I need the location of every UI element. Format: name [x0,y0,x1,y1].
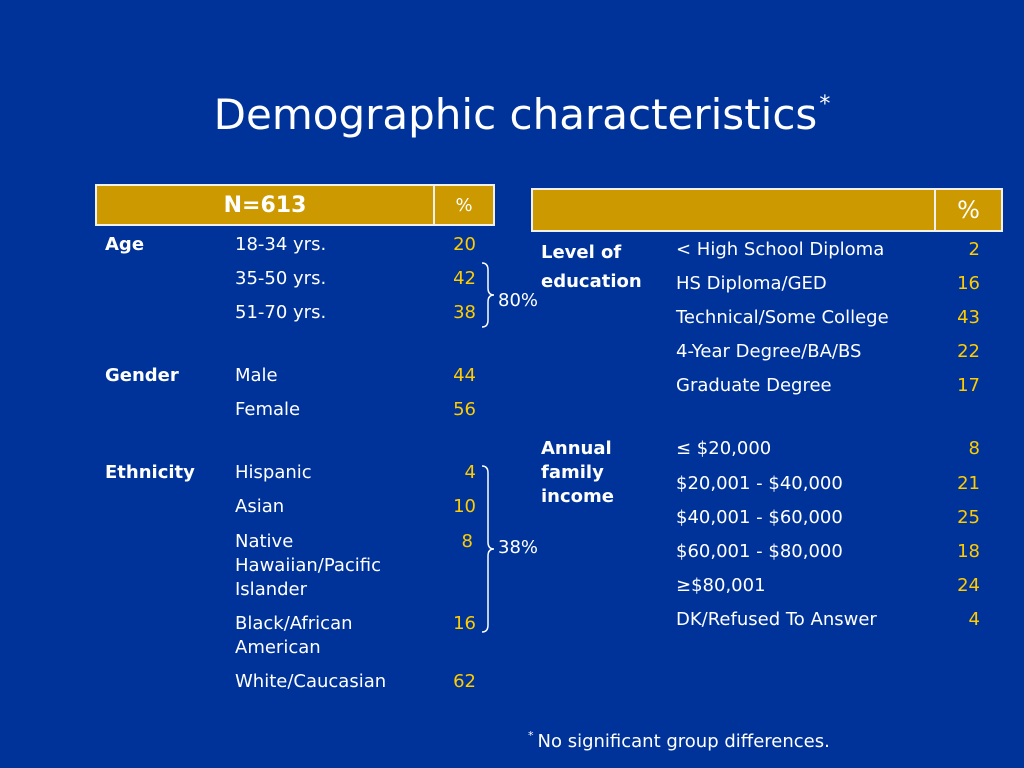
row-value: 17 [957,375,980,396]
row-label-line: Hawaiian/Pacific [235,555,382,576]
row-label-line: American [235,637,321,658]
row-label: ≤ $20,000 [676,438,772,459]
row-label: Asian [235,496,285,517]
row-value: 18 [957,541,980,562]
right-percent-header: % [957,196,980,224]
row-label: ≥$80,001 [676,575,766,596]
row-value: 20 [453,234,476,255]
row-label: Technical/Some College [676,307,889,328]
row-value: 21 [957,473,980,494]
row-label: Female [235,399,301,420]
row-value: 2 [968,239,980,260]
ethnicity-bracket-label: 38% [498,537,539,558]
row-value: 10 [453,496,476,517]
row-value: 62 [453,671,476,692]
right-table-header: % [531,188,1003,232]
row-label: HS Diploma/GED [676,273,827,294]
slide-title-text: Demographic characteristics [213,90,818,139]
row-value: 38 [453,302,476,323]
row-label-multiline: Native Hawaiian/Pacific Islander [235,530,381,602]
row-label-line: Black/African [235,613,353,634]
slide-title: Demographic characteristics* [0,90,1024,139]
row-label-line: Islander [235,579,308,600]
footnote-text: No significant group differences. [537,731,830,752]
category-line: income [541,486,614,507]
row-value: 22 [957,341,980,362]
sample-size-label: N=613 [223,192,307,218]
row-label: $40,001 - $60,000 [676,507,843,528]
row-label: 35-50 yrs. [235,268,327,289]
category-income: Annual family income [541,437,614,509]
row-value: 44 [453,365,476,386]
row-value: 4 [968,609,980,630]
row-label: $60,001 - $80,000 [676,541,843,562]
row-value: 16 [957,273,980,294]
category-line: Annual [541,438,612,459]
row-label: 4-Year Degree/BA/BS [676,341,862,362]
row-value: 42 [453,268,476,289]
row-label: Male [235,365,278,386]
row-value: 8 [461,531,473,552]
row-label: White/Caucasian [235,671,387,692]
category-ethnicity: Ethnicity [105,462,195,483]
row-label-multiline: Black/African American [235,612,353,660]
row-label: 51-70 yrs. [235,302,327,323]
row-value: 8 [968,438,980,459]
footnote-asterisk: * [528,729,534,742]
row-label: DK/Refused To Answer [676,609,877,630]
category-line: family [541,462,604,483]
left-table-header: N=613 % [95,184,495,226]
footnote: * No significant group differences. [528,729,830,752]
category-education: Level of education [541,238,642,296]
row-label-line: Native [235,531,294,552]
row-label: Hispanic [235,462,312,483]
row-label: < High School Diploma [676,239,885,260]
category-age: Age [105,234,145,255]
title-asterisk: * [819,92,831,117]
row-label: Graduate Degree [676,375,832,396]
category-line: education [541,271,642,292]
row-value: 16 [453,613,476,634]
age-bracket [481,262,495,328]
row-value: 56 [453,399,476,420]
age-bracket-label: 80% [498,290,539,311]
row-label: $20,001 - $40,000 [676,473,843,494]
row-label: 18-34 yrs. [235,234,327,255]
row-value: 4 [464,462,476,483]
category-gender: Gender [105,365,179,386]
left-percent-header: % [455,194,473,216]
row-value: 43 [957,307,980,328]
ethnicity-bracket [481,465,495,633]
row-value: 25 [957,507,980,528]
row-value: 24 [957,575,980,596]
category-line: Level of [541,242,622,263]
